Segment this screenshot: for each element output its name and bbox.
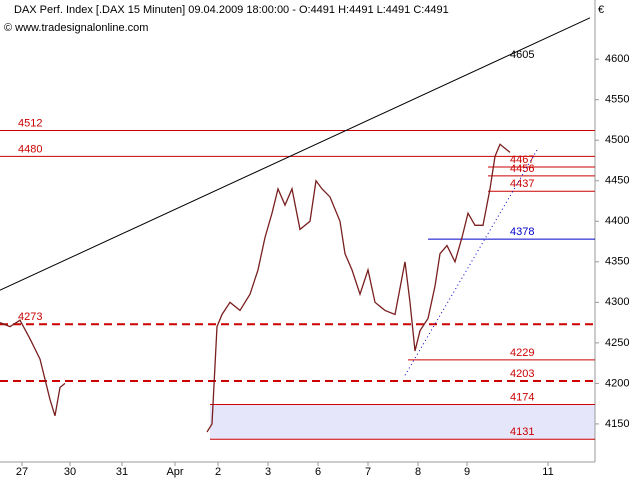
level-label: 4378 xyxy=(510,226,534,238)
chart-title: DAX Perf. Index [.DAX 15 Minuten] 09.04.… xyxy=(14,4,449,16)
x-tick-label: 3 xyxy=(265,466,271,478)
x-tick-label: 2 xyxy=(215,466,221,478)
y-tick-label: 4150 xyxy=(605,418,629,430)
x-tick-label: 7 xyxy=(365,466,371,478)
y-tick-label: 4550 xyxy=(605,94,629,106)
level-label: 4131 xyxy=(510,426,534,438)
x-tick-label: 27 xyxy=(16,466,28,478)
currency: € xyxy=(598,4,604,16)
level-label: 4203 xyxy=(510,368,534,380)
x-tick-label: 11 xyxy=(542,466,553,478)
y-tick-label: 4300 xyxy=(605,296,629,308)
band xyxy=(210,404,595,440)
level-label: 4512 xyxy=(18,117,42,129)
level-label: 4174 xyxy=(510,391,534,403)
level-label: 4480 xyxy=(18,143,42,155)
x-tick-label: 30 xyxy=(64,466,76,478)
y-tick-label: 4400 xyxy=(605,215,629,227)
x-tick-label: 6 xyxy=(315,466,321,478)
y-tick-label: 4600 xyxy=(605,53,629,65)
level-label: 4456 xyxy=(510,163,534,175)
trendline xyxy=(0,17,591,291)
x-tick-label: 9 xyxy=(464,466,470,478)
level-label: 4467 xyxy=(510,154,534,166)
x-tick-label: Apr xyxy=(166,466,183,478)
level-label: 4273 xyxy=(18,311,42,323)
x-tick-label: 31 xyxy=(116,466,128,478)
level-label: 4229 xyxy=(510,347,534,359)
trendline-label: 4605 xyxy=(510,49,534,61)
level-label: 4437 xyxy=(510,178,534,190)
price-line xyxy=(0,143,511,433)
y-tick-label: 4500 xyxy=(605,134,629,146)
y-tick-label: 4200 xyxy=(605,377,629,389)
y-tick-label: 4450 xyxy=(605,175,629,187)
y-tick-label: 4250 xyxy=(605,337,629,349)
source: © www.tradesignalonline.com xyxy=(4,22,148,34)
y-tick-label: 4350 xyxy=(605,256,629,268)
x-tick-label: 8 xyxy=(415,466,421,478)
